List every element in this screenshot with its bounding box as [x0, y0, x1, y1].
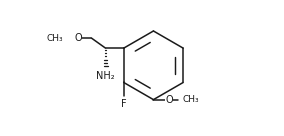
Text: NH₂: NH₂ [96, 71, 115, 81]
Text: O: O [165, 95, 173, 105]
Text: CH₃: CH₃ [47, 34, 63, 43]
Text: F: F [121, 99, 127, 109]
Text: O: O [74, 33, 82, 43]
Text: CH₃: CH₃ [182, 95, 199, 104]
